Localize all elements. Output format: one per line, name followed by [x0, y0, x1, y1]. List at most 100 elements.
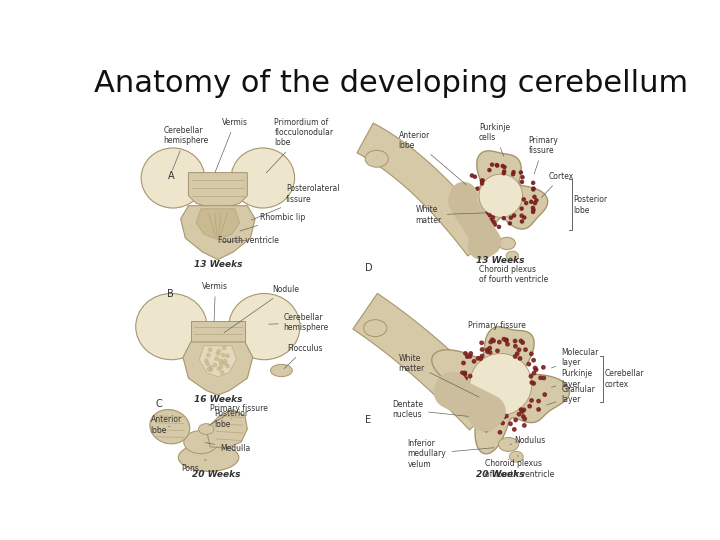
Circle shape [501, 421, 504, 425]
Circle shape [472, 190, 474, 193]
Circle shape [517, 413, 521, 416]
Circle shape [521, 341, 524, 345]
Circle shape [530, 399, 534, 402]
Circle shape [532, 208, 535, 211]
Polygon shape [181, 206, 255, 260]
Ellipse shape [199, 423, 214, 434]
Circle shape [518, 357, 522, 360]
Text: B: B [168, 289, 174, 299]
Circle shape [463, 373, 467, 376]
Circle shape [215, 357, 218, 360]
Text: Cerebellar
hemisphere: Cerebellar hemisphere [269, 313, 329, 333]
Circle shape [503, 338, 505, 341]
Text: 20 Weeks: 20 Weeks [192, 470, 240, 479]
Polygon shape [196, 209, 240, 240]
Ellipse shape [179, 444, 239, 471]
Circle shape [534, 368, 538, 372]
Circle shape [519, 408, 523, 411]
Text: Dentate
nucleus: Dentate nucleus [392, 400, 469, 420]
Circle shape [217, 349, 220, 353]
Text: White
matter: White matter [398, 354, 479, 397]
Circle shape [534, 201, 536, 205]
Circle shape [502, 415, 505, 418]
Polygon shape [479, 174, 523, 217]
Polygon shape [191, 321, 245, 342]
Circle shape [216, 352, 220, 355]
Polygon shape [357, 123, 495, 256]
Circle shape [495, 164, 498, 167]
Circle shape [488, 351, 492, 354]
Text: Anatomy of the developing cerebellum: Anatomy of the developing cerebellum [94, 69, 688, 98]
Ellipse shape [229, 294, 300, 360]
Circle shape [543, 393, 546, 396]
Text: Purkinje
cells: Purkinje cells [479, 123, 510, 156]
Text: Anterior
lobe: Anterior lobe [398, 131, 466, 185]
Circle shape [521, 180, 523, 184]
Circle shape [490, 163, 494, 166]
Circle shape [514, 418, 518, 422]
Circle shape [505, 414, 508, 418]
Circle shape [521, 176, 524, 179]
Circle shape [464, 377, 467, 380]
Circle shape [528, 404, 531, 408]
Circle shape [485, 428, 488, 432]
Circle shape [480, 211, 482, 214]
Circle shape [490, 219, 492, 221]
Text: Primary fissure: Primary fissure [468, 321, 526, 329]
Text: A: A [168, 171, 174, 181]
Circle shape [469, 374, 472, 378]
Circle shape [485, 348, 489, 352]
Circle shape [468, 355, 472, 358]
Text: Primary
fissure: Primary fissure [528, 136, 559, 174]
Ellipse shape [150, 409, 190, 444]
Circle shape [471, 400, 474, 403]
Ellipse shape [136, 294, 207, 360]
Text: Posterior
lobe: Posterior lobe [214, 409, 248, 429]
Circle shape [527, 362, 531, 366]
Polygon shape [432, 327, 570, 454]
Circle shape [226, 364, 229, 368]
Circle shape [521, 220, 523, 223]
Circle shape [508, 222, 511, 225]
Circle shape [220, 361, 223, 365]
Circle shape [524, 348, 527, 352]
Circle shape [533, 195, 536, 198]
Circle shape [457, 376, 461, 380]
Circle shape [534, 366, 537, 370]
Ellipse shape [231, 148, 294, 208]
Ellipse shape [141, 148, 204, 208]
Circle shape [464, 390, 467, 394]
Circle shape [492, 339, 495, 342]
Text: Fourth ventricle: Fourth ventricle [218, 236, 279, 245]
Circle shape [531, 206, 534, 210]
Circle shape [481, 179, 484, 182]
Circle shape [492, 216, 495, 219]
Circle shape [539, 376, 542, 380]
Circle shape [487, 221, 491, 224]
Circle shape [470, 410, 474, 414]
Circle shape [503, 217, 505, 220]
Circle shape [462, 361, 465, 365]
Circle shape [531, 211, 535, 213]
Ellipse shape [509, 451, 523, 462]
Ellipse shape [498, 437, 518, 451]
Circle shape [223, 362, 227, 365]
Circle shape [522, 408, 526, 411]
Circle shape [222, 346, 226, 349]
Circle shape [516, 352, 519, 355]
Circle shape [496, 349, 499, 353]
Circle shape [479, 357, 482, 360]
Circle shape [463, 371, 467, 375]
Ellipse shape [365, 150, 388, 167]
Circle shape [486, 350, 490, 353]
Circle shape [541, 366, 545, 369]
Circle shape [487, 426, 490, 430]
Text: 13 Weeks: 13 Weeks [194, 260, 242, 268]
Circle shape [485, 424, 488, 427]
Circle shape [467, 203, 470, 206]
Circle shape [503, 172, 505, 175]
Circle shape [501, 165, 504, 167]
Circle shape [537, 408, 540, 411]
Ellipse shape [364, 320, 387, 336]
Circle shape [461, 389, 464, 392]
